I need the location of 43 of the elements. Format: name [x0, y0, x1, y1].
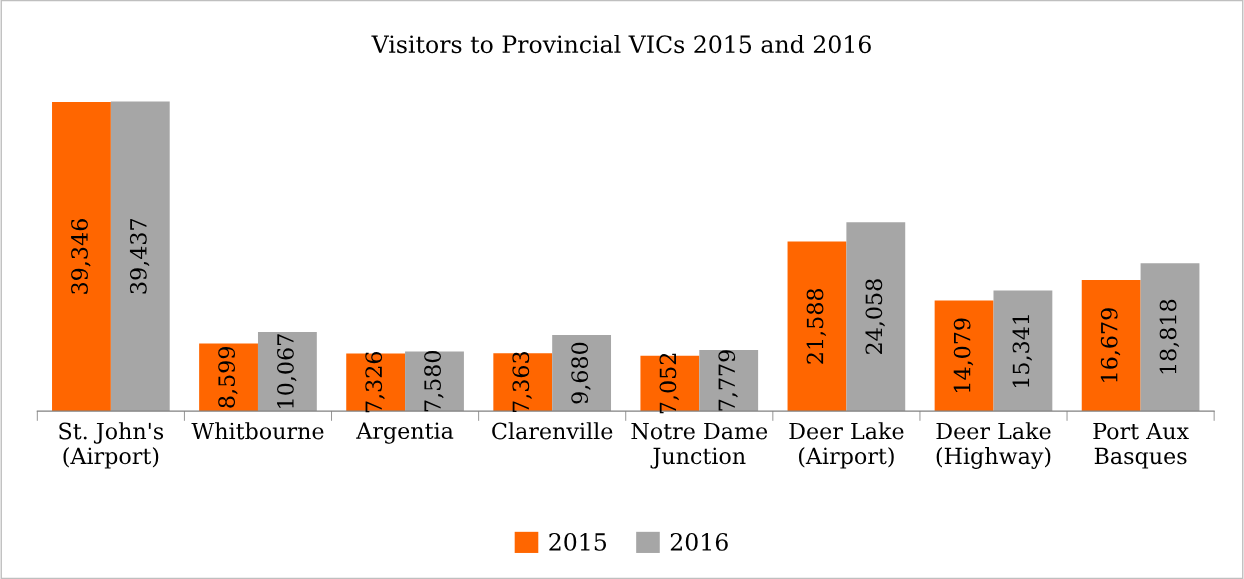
bar: [993, 290, 1053, 412]
x-tick-label: Deer Lake (Highway): [936, 422, 1051, 469]
bar: [1140, 263, 1200, 412]
data-label: 7,779: [718, 350, 738, 411]
bar: [787, 241, 847, 412]
data-label: 8,599: [218, 347, 238, 408]
bar: [257, 332, 317, 412]
bar: [1081, 280, 1141, 412]
data-label: 18,818: [1159, 299, 1180, 374]
x-tick-label: Argentia: [356, 422, 454, 444]
x-tick-label: St. John's (Airport): [59, 422, 164, 469]
bar: [640, 355, 700, 412]
data-label: 39,437: [129, 218, 150, 294]
bar: [552, 335, 612, 412]
data-label: 9,680: [571, 342, 591, 404]
bar: [934, 300, 994, 412]
data-label: 7,052: [659, 353, 680, 414]
data-label: 15,341: [1012, 315, 1033, 388]
x-tick-label: Clarenville: [492, 422, 613, 440]
chart-title: Visitors to Provincial VICs 2015 and 2016: [371, 34, 871, 54]
x-tick-label: Port Aux Basques: [1093, 422, 1189, 469]
data-label: 24,058: [865, 279, 885, 354]
bar: [110, 101, 170, 412]
data-label: 21,588: [806, 288, 827, 364]
data-label: 10,067: [277, 334, 297, 408]
data-label: 7,580: [424, 350, 444, 412]
bar: [405, 351, 464, 412]
bar: [52, 102, 111, 412]
bar: [346, 353, 406, 412]
bar: [846, 222, 906, 412]
bar: [199, 343, 258, 412]
x-tick-label: Deer Lake (Airport): [789, 422, 904, 469]
bar: [493, 353, 553, 412]
legend-label: 2015: [549, 532, 607, 551]
data-label: 14,079: [953, 318, 974, 392]
legend-label: 2016: [670, 532, 728, 551]
data-label: 7,363: [512, 352, 532, 413]
x-tick-label: Notre Dame Junction: [631, 422, 768, 469]
bar: [699, 350, 759, 412]
data-label: 39,346: [71, 219, 91, 294]
x-tick-label: Whitbourne: [191, 422, 324, 440]
data-label: 16,679: [1100, 308, 1121, 382]
data-label: 7,326: [365, 351, 385, 413]
